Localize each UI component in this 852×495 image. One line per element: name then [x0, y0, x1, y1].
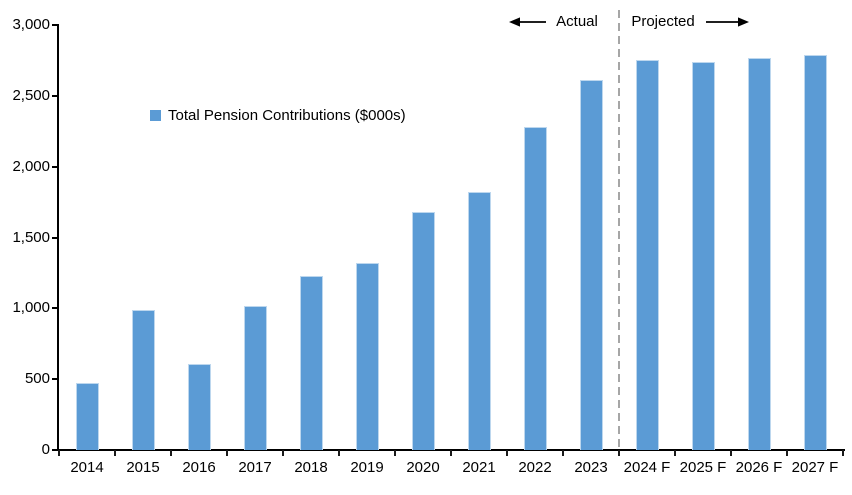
- actual-label: Actual: [556, 13, 598, 30]
- bar-2022: [523, 127, 547, 450]
- bar-2018: [299, 275, 323, 451]
- x-axis-tick-label: 2014: [70, 459, 104, 476]
- x-axis-tick: [282, 450, 284, 456]
- left-arrow-icon: [509, 17, 546, 27]
- bar-2016: [187, 363, 211, 450]
- bar-2020: [411, 212, 435, 450]
- x-axis-tick-label: 2027 F: [791, 459, 839, 476]
- bar-2025F: [691, 61, 715, 450]
- y-axis-tick: [52, 378, 59, 381]
- y-axis-tick-label: 0: [41, 441, 50, 458]
- x-axis-tick: [786, 450, 788, 456]
- x-axis-tick: [842, 450, 844, 456]
- x-axis-tick-label: 2021: [462, 459, 496, 476]
- x-axis-tick-label: 2022: [518, 459, 552, 476]
- legend: Total Pension Contributions ($000s): [150, 107, 406, 124]
- x-axis-tick: [618, 450, 620, 456]
- x-axis-tick: [562, 450, 564, 456]
- bar-2026F: [747, 58, 771, 450]
- bar-2024F: [635, 60, 659, 450]
- bar-2027F: [803, 54, 827, 451]
- bar-2014: [75, 383, 99, 450]
- bar-2015: [131, 309, 155, 451]
- y-axis-tick: [52, 24, 59, 26]
- x-axis-tick: [674, 450, 676, 456]
- x-axis-tick-label: 2023: [574, 459, 608, 476]
- bar-2021: [467, 192, 491, 450]
- x-axis-tick: [170, 450, 172, 456]
- x-axis-tick: [394, 450, 396, 456]
- y-axis-tick-label: 2,500: [12, 86, 50, 104]
- actual-projected-divider-line: [618, 10, 620, 450]
- y-axis-tick-label: 1,500: [12, 228, 50, 246]
- y-axis-tick: [52, 165, 59, 168]
- bar-2019: [355, 263, 379, 450]
- projected-label: Projected: [631, 13, 695, 30]
- x-axis-tick: [114, 450, 116, 456]
- bar-2023: [579, 80, 603, 451]
- x-axis-tick-label: 2020: [406, 459, 440, 476]
- x-axis-tick-label: 2024 F: [623, 459, 671, 476]
- y-axis-tick: [52, 449, 59, 451]
- legend-swatch-icon: [150, 110, 161, 121]
- y-axis-tick: [52, 94, 59, 97]
- x-axis-tick: [450, 450, 452, 456]
- y-axis-tick-label: 500: [24, 370, 50, 388]
- right-arrow-icon: [706, 17, 749, 27]
- x-axis-tick-label: 2017: [238, 459, 272, 476]
- y-axis-tick: [52, 236, 59, 239]
- y-axis-tick: [52, 307, 59, 310]
- x-axis-tick: [58, 450, 60, 456]
- x-axis-tick: [226, 450, 228, 456]
- x-axis-tick: [338, 450, 340, 456]
- x-axis-tick-label: 2015: [126, 459, 160, 476]
- x-axis-tick: [506, 450, 508, 456]
- x-axis-tick: [730, 450, 732, 456]
- x-axis-tick-label: 2025 F: [679, 459, 727, 476]
- legend-label: Total Pension Contributions ($000s): [168, 107, 406, 124]
- x-axis-tick-label: 2018: [294, 459, 328, 476]
- x-axis-tick-label: 2016: [182, 459, 216, 476]
- y-axis-tick-label: 1,000: [12, 299, 50, 317]
- x-axis-tick-label: 2019: [350, 459, 384, 476]
- y-axis-tick-label: 2,000: [12, 157, 50, 175]
- y-axis-tick-label: 3,000: [12, 16, 50, 33]
- bar-2017: [243, 305, 267, 450]
- x-axis-tick-label: 2026 F: [735, 459, 783, 476]
